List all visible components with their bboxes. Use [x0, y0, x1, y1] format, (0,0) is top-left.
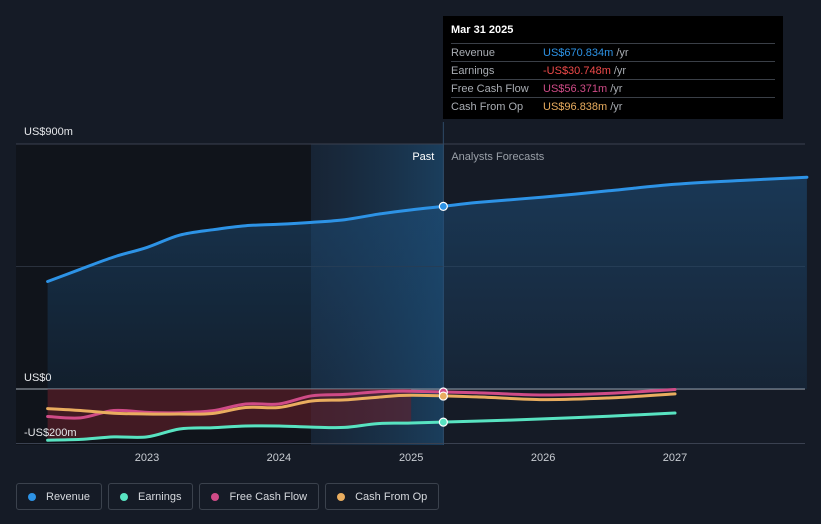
legend-label: Revenue: [46, 490, 91, 503]
x-tick-label: 2023: [135, 452, 159, 464]
earnings-marker: [438, 417, 448, 427]
tooltip-unit: /yr: [616, 46, 629, 59]
tooltip-unit: /yr: [610, 100, 623, 113]
x-tick-label: 2027: [663, 452, 687, 464]
legend-dot-icon: [211, 492, 220, 501]
tooltip-label: Free Cash Flow: [451, 82, 529, 95]
earnings-line: [46, 411, 677, 442]
legend-item-revenue[interactable]: Revenue: [16, 483, 103, 510]
y-tick-label: US$0: [24, 372, 52, 384]
y-tick-label: US$900m: [24, 126, 73, 138]
tooltip-row-free-cash-flow: Free Cash Flow US$56.371m /yr: [451, 79, 775, 97]
forecast-label: Analysts Forecasts: [451, 151, 544, 163]
revenue-marker: [438, 201, 448, 211]
legend-dot-icon: [337, 492, 346, 501]
cash-from-op-marker: [438, 391, 448, 401]
legend-item-earnings[interactable]: Earnings: [108, 483, 194, 510]
cash-from-op-line: [46, 392, 677, 416]
tooltip-unit: /yr: [610, 82, 623, 95]
tooltip: Mar 31 2025 Revenue US$670.834m /yr Earn…: [443, 16, 783, 119]
x-tick-label: 2026: [531, 452, 555, 464]
tooltip-label: Earnings: [451, 64, 495, 77]
legend-label: Free Cash Flow: [229, 490, 308, 503]
legend-label: Earnings: [138, 490, 182, 503]
legend-dot-icon: [28, 492, 36, 501]
legend: Revenue Earnings Free Cash Flow Cash Fro…: [16, 483, 440, 510]
legend-dot-icon: [120, 492, 129, 501]
tooltip-row-cash-from-op: Cash From Op US$96.838m /yr: [451, 97, 775, 115]
tooltip-unit: /yr: [613, 64, 627, 77]
tooltip-label: Cash From Op: [451, 100, 524, 113]
revenue-area: [47, 177, 807, 389]
tooltip-row-earnings: Earnings -US$30.748m /yr: [451, 61, 775, 79]
free-cash-flow-line: [46, 388, 677, 420]
tooltip-value: US$96.838m: [543, 100, 608, 113]
tooltip-label: Revenue: [451, 46, 496, 59]
tooltip-value: US$670.834m: [543, 46, 614, 59]
tooltip-date: Mar 31 2025: [451, 24, 514, 36]
x-tick-label: 2025: [399, 452, 423, 464]
tooltip-value: -US$30.748m: [543, 64, 611, 77]
x-tick-label: 2024: [267, 452, 291, 464]
tooltip-value: US$56.371m: [543, 82, 608, 95]
legend-label: Cash From Op: [355, 490, 428, 503]
y-tick-label: -US$200m: [24, 427, 77, 439]
tooltip-row-revenue: Revenue US$670.834m /yr: [451, 43, 775, 61]
past-label: Past: [412, 151, 434, 163]
revenue-line: [46, 175, 809, 283]
legend-item-cash-from-op[interactable]: Cash From Op: [325, 483, 440, 510]
legend-item-free-cash-flow[interactable]: Free Cash Flow: [199, 483, 320, 510]
